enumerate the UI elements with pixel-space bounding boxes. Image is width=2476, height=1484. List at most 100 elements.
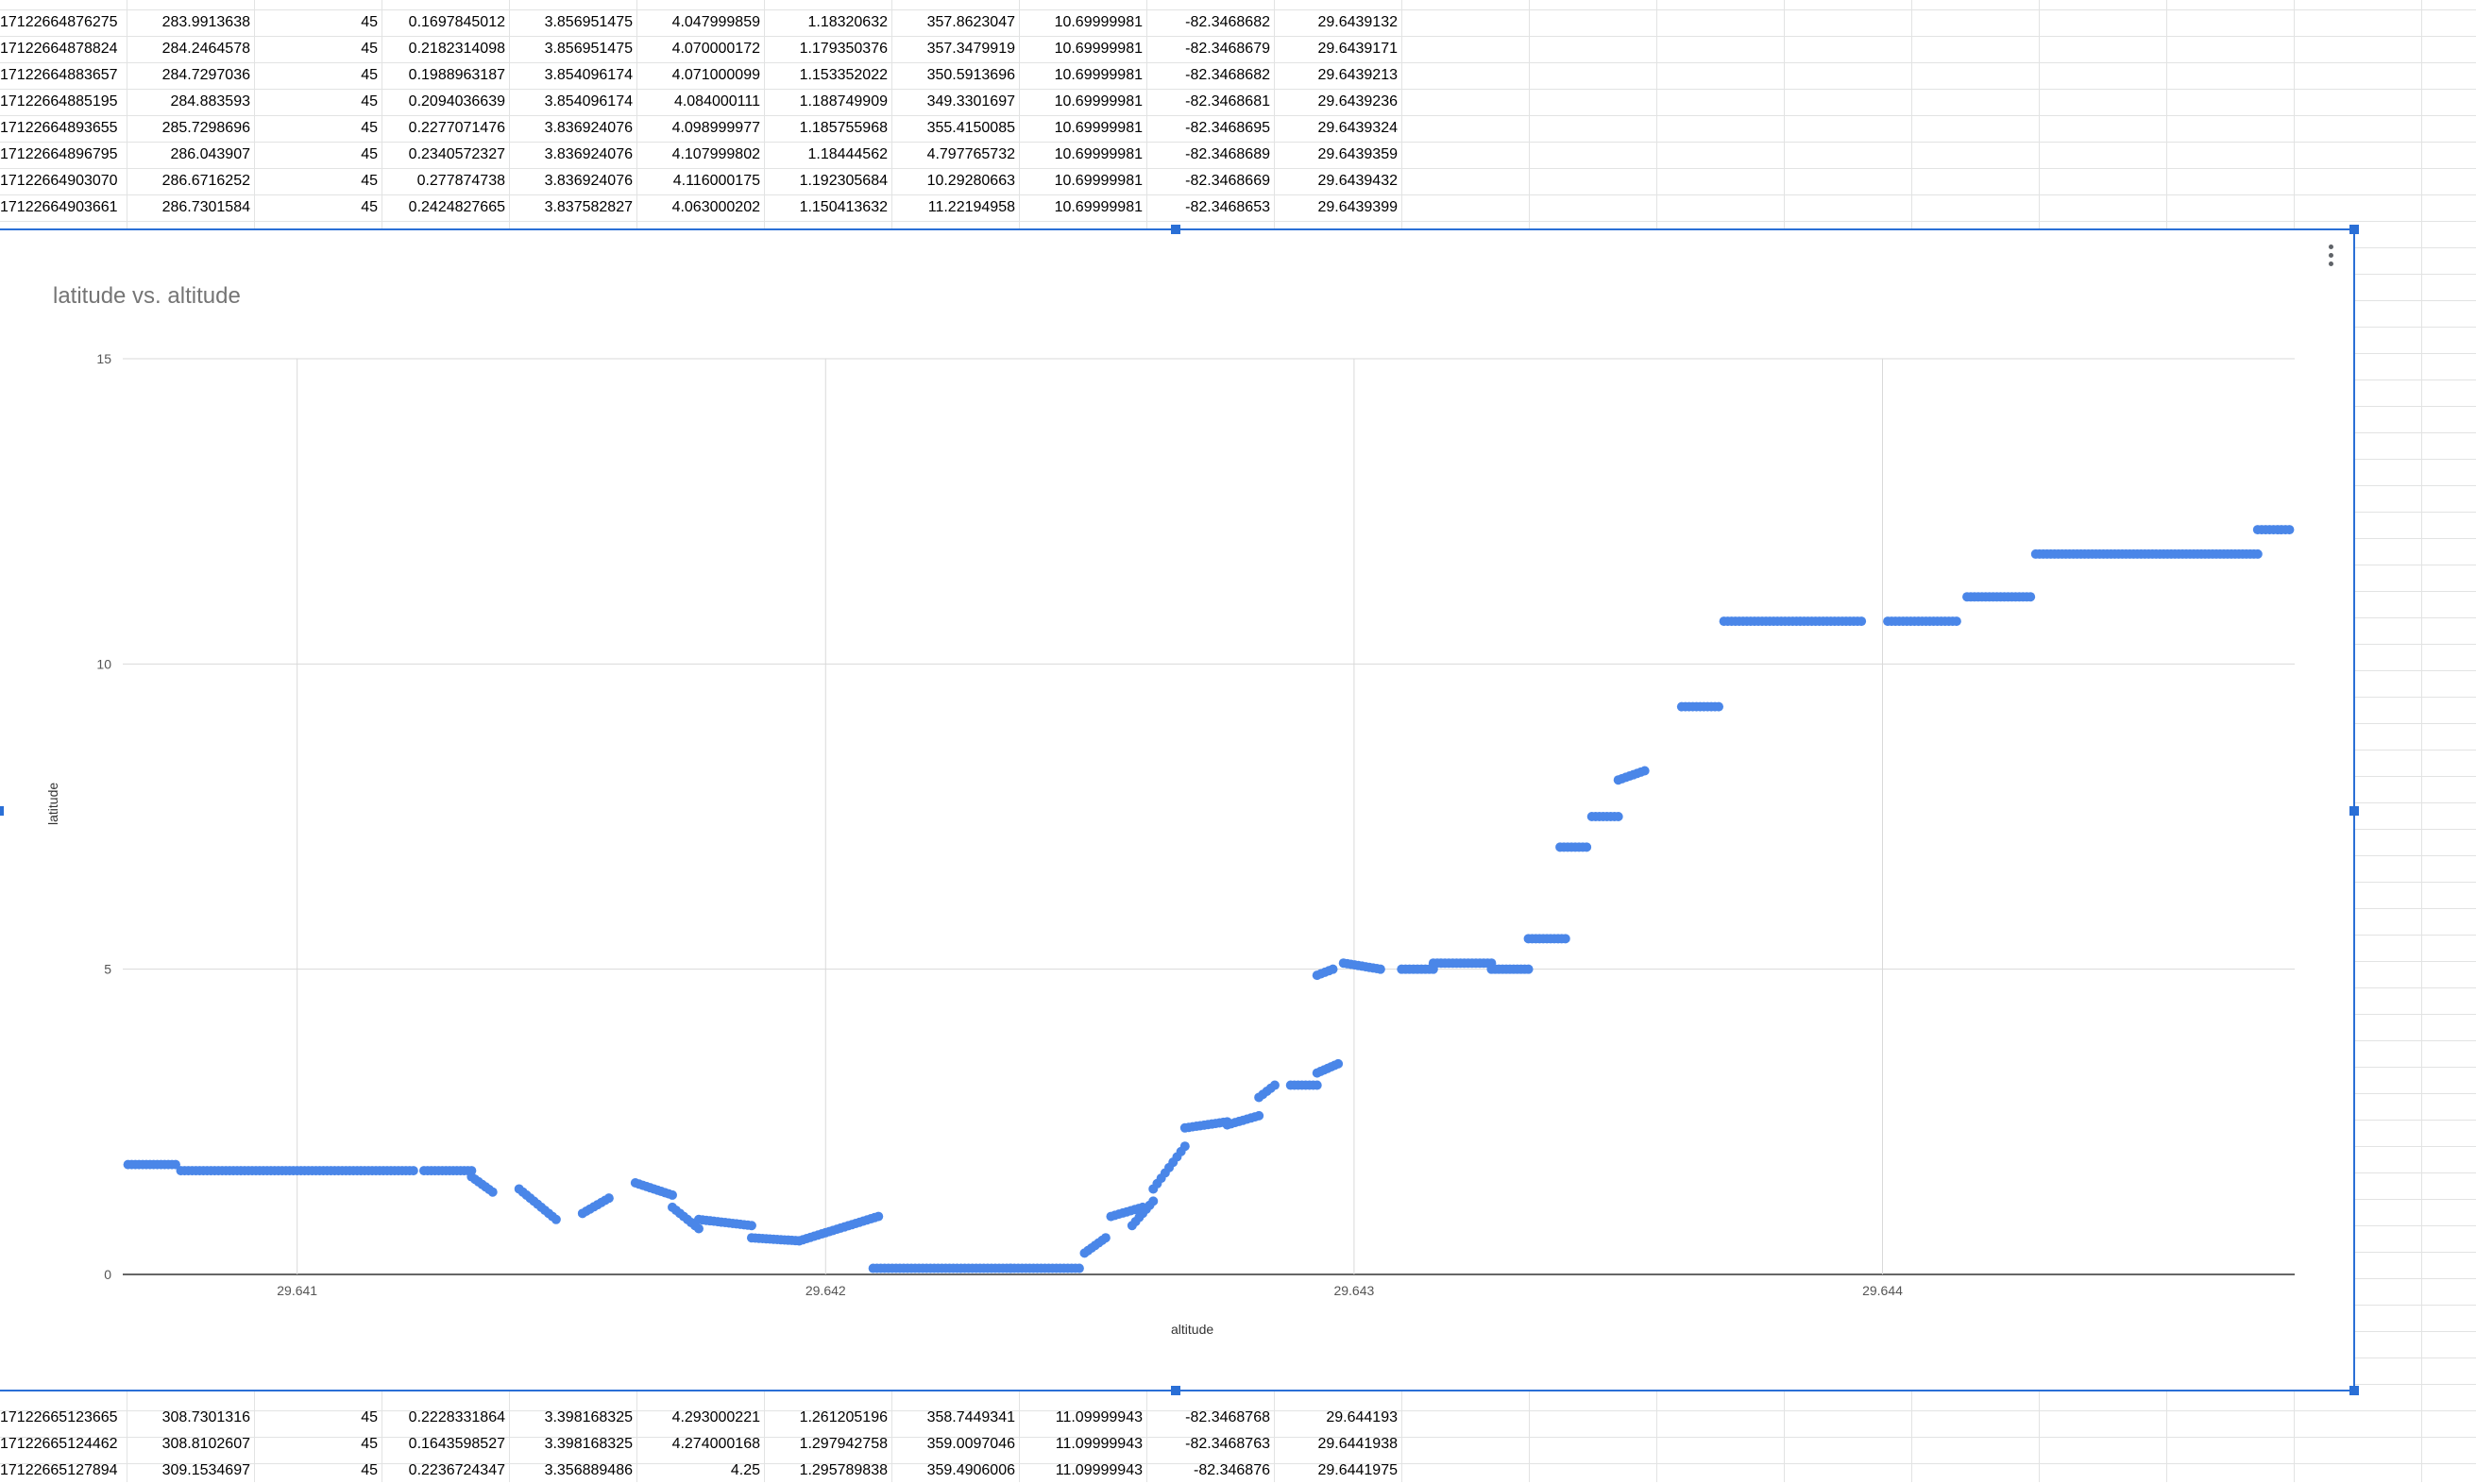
resize-handle-bottom-right[interactable]	[2349, 1386, 2359, 1395]
table-cell[interactable]: -82.346876	[1194, 1462, 1270, 1478]
table-cell[interactable]: 45	[361, 14, 378, 30]
table-cell[interactable]: 29.6439399	[1317, 199, 1398, 215]
table-cell[interactable]: 1.179350376	[799, 41, 888, 57]
table-cell[interactable]: 3.836924076	[544, 120, 633, 136]
table-cell[interactable]: 4.116000175	[672, 173, 760, 189]
table-cell[interactable]: 4.293000221	[671, 1409, 760, 1425]
table-cell[interactable]: 17122664893655	[0, 120, 118, 136]
table-cell[interactable]: 0.2236724347	[408, 1462, 505, 1478]
table-cell[interactable]: 17122665123665	[0, 1409, 118, 1425]
table-cell[interactable]: 17122664903070	[0, 173, 118, 189]
resize-handle-top-right[interactable]	[2349, 225, 2359, 234]
resize-handle-bottom[interactable]	[1171, 1386, 1180, 1395]
table-cell[interactable]: -82.3468669	[1185, 173, 1270, 189]
more-vert-icon[interactable]	[2319, 238, 2342, 272]
table-cell[interactable]: 11.09999943	[1055, 1409, 1143, 1425]
resize-handle-right[interactable]	[2349, 806, 2359, 816]
table-cell[interactable]: 29.6439213	[1317, 67, 1398, 83]
table-cell[interactable]: 10.69999981	[1054, 120, 1143, 136]
table-cell[interactable]: 359.4906006	[926, 1462, 1015, 1478]
table-cell[interactable]: 10.69999981	[1054, 146, 1143, 162]
table-cell[interactable]: 29.6441938	[1317, 1436, 1398, 1452]
table-cell[interactable]: 4.107999802	[671, 146, 760, 162]
table-cell[interactable]: 10.69999981	[1054, 93, 1143, 110]
table-cell[interactable]: 283.9913638	[161, 14, 250, 30]
table-cell[interactable]: 0.1988963187	[408, 67, 505, 83]
table-cell[interactable]: 10.29280663	[926, 173, 1015, 189]
table-cell[interactable]: 4.071000099	[671, 67, 760, 83]
table-cell[interactable]: -82.3468768	[1185, 1409, 1270, 1425]
table-cell[interactable]: 286.6716252	[161, 173, 250, 189]
table-cell[interactable]: 3.398168325	[544, 1409, 633, 1425]
table-cell[interactable]: 11.09999943	[1055, 1436, 1143, 1452]
table-cell[interactable]: 4.063000202	[671, 199, 760, 215]
table-cell[interactable]: 285.7298696	[161, 120, 250, 136]
table-cell[interactable]: 29.644193	[1326, 1409, 1398, 1425]
table-cell[interactable]: 0.2094036639	[408, 93, 505, 110]
table-cell[interactable]: 0.2340572327	[408, 146, 505, 162]
table-cell[interactable]: 358.7449341	[926, 1409, 1015, 1425]
table-cell[interactable]: 45	[361, 199, 378, 215]
table-cell[interactable]: 45	[361, 1462, 378, 1478]
table-cell[interactable]: 45	[361, 93, 378, 110]
table-cell[interactable]: 284.883593	[170, 93, 250, 110]
table-cell[interactable]: 284.2464578	[161, 41, 250, 57]
table-cell[interactable]: 17122664903661	[0, 199, 118, 215]
table-cell[interactable]: 1.188749909	[799, 93, 888, 110]
table-cell[interactable]: 1.297942758	[799, 1436, 888, 1452]
table-cell[interactable]: 0.2182314098	[408, 41, 505, 57]
table-cell[interactable]: 0.2424827665	[408, 199, 505, 215]
table-cell[interactable]: 4.797765732	[926, 146, 1015, 162]
table-cell[interactable]: 3.836924076	[544, 173, 633, 189]
table-cell[interactable]: -82.3468689	[1185, 146, 1270, 162]
table-cell[interactable]: -82.3468695	[1185, 120, 1270, 136]
resize-handle-left[interactable]	[0, 806, 4, 816]
table-cell[interactable]: 355.4150085	[926, 120, 1015, 136]
table-cell[interactable]: 350.5913696	[926, 67, 1015, 83]
table-cell[interactable]: -82.3468682	[1185, 67, 1270, 83]
table-cell[interactable]: 17122665124462	[0, 1436, 118, 1452]
table-cell[interactable]: 10.69999981	[1054, 199, 1143, 215]
table-cell[interactable]: 357.8623047	[926, 14, 1015, 30]
table-cell[interactable]: 17122664883657	[0, 67, 118, 83]
table-cell[interactable]: 17122664885195	[0, 93, 118, 110]
table-cell[interactable]: 45	[361, 1409, 378, 1425]
table-cell[interactable]: 3.837582827	[544, 199, 633, 215]
table-cell[interactable]: 357.3479919	[926, 41, 1015, 57]
table-cell[interactable]: 286.7301584	[161, 199, 250, 215]
table-cell[interactable]: 11.22194958	[927, 199, 1015, 215]
table-cell[interactable]: 4.084000111	[673, 93, 760, 110]
table-cell[interactable]: 1.153352022	[799, 67, 888, 83]
table-cell[interactable]: -82.3468681	[1185, 93, 1270, 110]
table-cell[interactable]: 29.6439132	[1317, 14, 1398, 30]
table-cell[interactable]: 1.295789838	[799, 1462, 888, 1478]
table-cell[interactable]: 29.6441975	[1317, 1462, 1398, 1478]
table-cell[interactable]: 10.69999981	[1054, 14, 1143, 30]
resize-handle-top[interactable]	[1171, 225, 1180, 234]
table-cell[interactable]: 359.0097046	[926, 1436, 1015, 1452]
table-cell[interactable]: 308.7301316	[161, 1409, 250, 1425]
table-cell[interactable]: 45	[361, 120, 378, 136]
table-cell[interactable]: 17122664896795	[0, 146, 118, 162]
table-cell[interactable]: 308.8102607	[161, 1436, 250, 1452]
table-cell[interactable]: 45	[361, 1436, 378, 1452]
table-cell[interactable]: -82.3468763	[1185, 1436, 1270, 1452]
table-cell[interactable]: 45	[361, 67, 378, 83]
table-cell[interactable]: 17122664876275	[0, 14, 118, 30]
table-cell[interactable]: -82.3468682	[1185, 14, 1270, 30]
table-cell[interactable]: 11.09999943	[1055, 1462, 1143, 1478]
table-cell[interactable]: 286.043907	[170, 146, 250, 162]
chart-container[interactable]: latitude vs. altitude latitude altitude …	[0, 225, 2359, 1395]
table-cell[interactable]: 10.69999981	[1054, 173, 1143, 189]
table-cell[interactable]: 0.277874738	[416, 173, 505, 189]
table-cell[interactable]: 1.18444562	[807, 146, 888, 162]
table-cell[interactable]: 4.274000168	[671, 1436, 760, 1452]
table-cell[interactable]: 29.6439359	[1317, 146, 1398, 162]
table-cell[interactable]: 1.185755968	[799, 120, 888, 136]
table-cell[interactable]: 29.6439432	[1317, 173, 1398, 189]
table-cell[interactable]: 1.261205196	[799, 1409, 888, 1425]
table-cell[interactable]: 4.098999977	[671, 120, 760, 136]
table-cell[interactable]: 29.6439171	[1317, 41, 1398, 57]
table-cell[interactable]: 0.2277071476	[408, 120, 505, 136]
table-cell[interactable]: 17122665127894	[0, 1462, 118, 1478]
